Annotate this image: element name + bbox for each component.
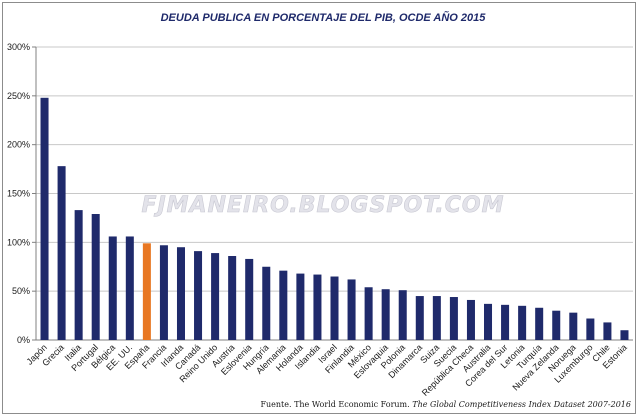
bar-italia: [74, 210, 83, 340]
chart-title: DEUDA PUBLICA EN PORCENTAJE DEL PIB, OCD…: [161, 11, 487, 24]
source-prefix: Fuente. The World Economic Forum.: [260, 400, 412, 409]
bar-holanda: [296, 273, 305, 340]
chart: DEUDA PUBLICA EN PORCENTAJE DEL PIB, OCD…: [7, 11, 633, 409]
source-dataset: The Global Competitiveness Index Dataset…: [412, 400, 631, 409]
y-tick-label: 300%: [7, 42, 30, 52]
bar-hungría: [262, 266, 271, 340]
bar-turquía: [535, 307, 544, 340]
bar-letonia: [518, 305, 527, 340]
bar-noruega: [569, 312, 578, 340]
bar-luxemburgo: [586, 318, 595, 340]
bar-nueva-zelanda: [552, 310, 561, 340]
bar-australia: [484, 303, 493, 340]
bar-españa: [142, 243, 151, 340]
bar-bélgica: [108, 236, 117, 340]
bar-finlandia: [347, 279, 356, 340]
source-note: Fuente. The World Economic Forum. The Gl…: [260, 400, 631, 409]
bar-canadá: [194, 251, 203, 340]
bar-japón: [40, 97, 49, 340]
bar-austria: [228, 256, 237, 340]
bar-grecia: [57, 166, 66, 340]
bar-república-checa: [466, 299, 475, 340]
bar-estonia: [620, 330, 629, 340]
bar-alemania: [279, 270, 288, 340]
gridlines: [32, 46, 633, 341]
y-tick-label: 250%: [7, 91, 30, 101]
bar-chile: [603, 322, 612, 340]
watermark-text: FJMANEIRO.BLOGSPOT.COM: [141, 193, 504, 218]
y-tick-label: 200%: [7, 140, 30, 150]
bar-eslovenia: [245, 258, 254, 340]
bar-portugal: [91, 214, 100, 340]
bar-irlanda: [176, 247, 185, 340]
bar-méxico: [364, 287, 373, 340]
bar-islandia: [313, 274, 322, 340]
bar-francia: [159, 245, 168, 340]
bar-eslovaquia: [381, 289, 390, 340]
y-tick-label: 50%: [12, 286, 30, 296]
y-tick-label: 150%: [7, 189, 30, 199]
bar-corea-del-sur: [501, 304, 510, 340]
bars: [40, 97, 629, 340]
bar-ee-uu-: [125, 236, 134, 340]
bar-dinamarca: [415, 296, 424, 340]
bar-suiza: [432, 296, 441, 340]
y-tick-labels: 0% 50% 100% 150% 200% 250% 300%: [7, 42, 30, 345]
bar-reino-unido: [211, 253, 220, 340]
bar-israel: [330, 276, 339, 340]
chart-frame: DEUDA PUBLICA EN PORCENTAJE DEL PIB, OCD…: [2, 2, 636, 414]
bar-polonia: [398, 290, 407, 340]
y-tick-label: 0%: [17, 335, 30, 345]
bar-suecia: [449, 297, 458, 340]
y-tick-label: 100%: [7, 237, 30, 247]
